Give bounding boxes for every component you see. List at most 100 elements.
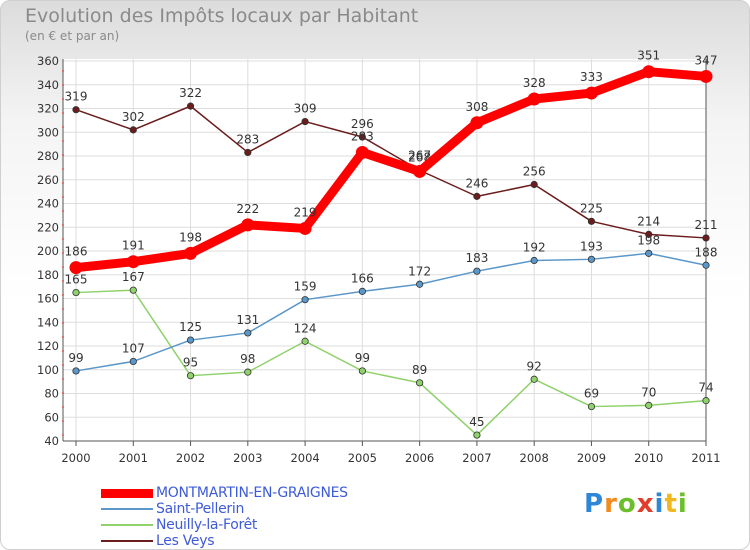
data-label-les-veys: 256: [523, 165, 546, 179]
data-point-saint-pellerin: [473, 267, 481, 275]
data-label-les-veys: 283: [236, 132, 259, 146]
data-label-saint-pellerin: 183: [465, 251, 488, 265]
x-tick-label: 2010: [634, 451, 663, 465]
data-point-les-veys: [473, 192, 481, 200]
chart-subtitle: (en € et par an): [25, 29, 120, 43]
legend-swatch-montmartin: [101, 488, 153, 498]
data-point-montmartin-en-graignes: [69, 261, 83, 275]
series-line-les-veys: [75, 105, 707, 239]
data-label-saint-pellerin: 193: [580, 239, 603, 253]
data-label-les-veys: 214: [637, 214, 660, 228]
data-label-saint-pellerin: 192: [523, 241, 546, 255]
data-label-montmartin-en-graignes: 351: [637, 49, 660, 63]
data-point-les-veys: [72, 106, 80, 114]
data-point-les-veys: [129, 126, 137, 134]
legend-swatch-saint-pellerin: [101, 508, 153, 510]
legend-swatch-neuilly: [101, 524, 153, 526]
data-label-saint-pellerin: 172: [408, 264, 431, 278]
data-label-montmartin-en-graignes: 328: [523, 76, 546, 90]
data-point-les-veys: [530, 180, 538, 189]
data-point-montmartin-en-graignes: [184, 246, 198, 260]
y-tick-label: 280: [37, 149, 59, 163]
data-label-les-veys: 322: [179, 86, 202, 100]
legend-swatch-les-veys: [101, 540, 153, 542]
data-point-montmartin-en-graignes: [699, 69, 713, 83]
y-tick-label: 320: [37, 102, 59, 116]
legend-label-saint-pellerin: Saint-Pellerin: [156, 501, 245, 517]
data-label-montmartin-en-graignes: 186: [65, 245, 88, 259]
chart-legend: MONTMARTIN-EN-GRAIGNES Saint-Pellerin Ne…: [101, 485, 348, 549]
x-tick-label: 2009: [577, 451, 606, 465]
data-label-les-veys: 319: [65, 90, 88, 104]
data-label-neuilly-la-foret: 69: [584, 387, 599, 401]
data-label-saint-pellerin: 125: [179, 320, 202, 334]
chart-title: Evolution des Impôts locaux par Habitant: [25, 5, 419, 27]
series-line-montmartin-en-graignes: [71, 67, 711, 273]
data-label-les-veys: 309: [294, 102, 317, 116]
y-tick-label: 200: [37, 244, 59, 258]
data-label-saint-pellerin: 188: [695, 245, 718, 259]
data-label-neuilly-la-foret: 70: [641, 385, 656, 399]
data-point-neuilly-la-foret: [587, 402, 596, 411]
data-label-neuilly-la-foret: 98: [240, 352, 255, 366]
data-label-les-veys: 246: [465, 176, 488, 190]
data-label-montmartin-en-graignes: 333: [580, 70, 603, 84]
data-label-neuilly-la-foret: 45: [469, 415, 484, 429]
data-point-neuilly-la-foret: [301, 337, 309, 345]
x-tick-label: 2008: [520, 451, 549, 465]
legend-label-montmartin: MONTMARTIN-EN-GRAIGNES: [156, 485, 348, 501]
legend-item-montmartin: MONTMARTIN-EN-GRAIGNES: [101, 485, 348, 501]
data-label-saint-pellerin: 198: [637, 233, 660, 247]
data-point-saint-pellerin: [129, 357, 137, 366]
y-tick-label: 340: [37, 78, 59, 92]
y-tick-label: 120: [37, 339, 59, 353]
data-label-montmartin-en-graignes: 283: [351, 129, 374, 143]
data-point-les-veys: [358, 133, 366, 141]
x-tick-label: 2011: [691, 451, 720, 465]
y-tick-label: 240: [37, 197, 59, 211]
x-tick-label: 2003: [233, 451, 262, 465]
legend-label-les-veys: Les Veys: [156, 533, 215, 549]
data-point-saint-pellerin: [416, 280, 424, 288]
legend-item-saint-pellerin: Saint-Pellerin: [101, 501, 348, 517]
x-tick-label: 2006: [405, 451, 434, 465]
legend-item-neuilly: Neuilly-la-Forêt: [101, 517, 348, 533]
data-label-neuilly-la-foret: 124: [294, 321, 317, 335]
data-point-neuilly-la-foret: [72, 288, 80, 297]
data-point-neuilly-la-foret: [244, 368, 252, 376]
data-label-saint-pellerin: 99: [68, 351, 83, 365]
x-tick-label: 2000: [61, 451, 90, 465]
data-label-les-veys: 302: [122, 110, 145, 124]
data-label-montmartin-en-graignes: 222: [236, 202, 259, 216]
data-point-les-veys: [301, 117, 309, 126]
data-point-saint-pellerin: [530, 256, 538, 265]
data-point-montmartin-en-graignes: [355, 145, 369, 159]
y-tick-label: 180: [37, 268, 59, 282]
y-tick-label: 80: [44, 387, 59, 401]
data-point-les-veys: [186, 102, 195, 110]
data-point-montmartin-en-graignes: [470, 116, 484, 130]
y-tick-label: 40: [44, 434, 59, 448]
x-tick-label: 2002: [176, 451, 205, 465]
data-point-les-veys: [244, 148, 252, 157]
y-tick-label: 220: [37, 220, 59, 234]
y-tick-label: 100: [37, 363, 59, 377]
y-tick-label: 60: [44, 410, 59, 424]
data-point-les-veys: [645, 230, 653, 238]
data-point-neuilly-la-foret: [645, 401, 653, 409]
data-label-montmartin-en-graignes: 347: [695, 53, 718, 67]
data-label-neuilly-la-foret: 89: [412, 363, 427, 377]
data-point-saint-pellerin: [587, 255, 596, 263]
data-label-saint-pellerin: 159: [294, 280, 317, 294]
y-tick-label: 160: [37, 292, 59, 306]
data-point-neuilly-la-foret: [702, 397, 710, 405]
data-point-neuilly-la-foret: [416, 379, 424, 387]
data-label-neuilly-la-foret: 167: [122, 270, 145, 284]
data-point-saint-pellerin: [72, 367, 80, 375]
data-point-saint-pellerin: [645, 249, 653, 257]
data-point-montmartin-en-graignes: [298, 221, 312, 235]
data-label-montmartin-en-graignes: 308: [465, 100, 488, 114]
data-label-neuilly-la-foret: 95: [183, 356, 198, 370]
